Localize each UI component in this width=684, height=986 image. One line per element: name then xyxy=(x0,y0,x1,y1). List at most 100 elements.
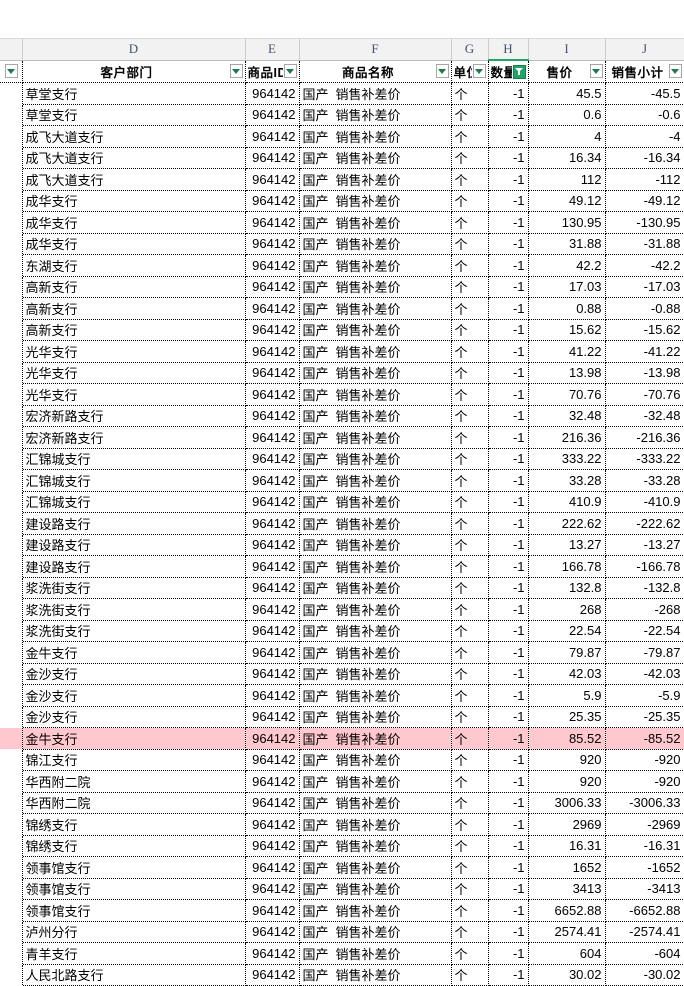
cell-subtotal[interactable]: -0.6 xyxy=(605,104,684,126)
cell-subtotal[interactable]: -17.03 xyxy=(605,276,684,298)
cell-unit[interactable]: 个 xyxy=(451,835,489,857)
cell-dept[interactable]: 人民北路支行 xyxy=(22,964,246,986)
cell-qty[interactable]: -1 xyxy=(488,577,529,599)
cell-dept[interactable]: 金沙支行 xyxy=(22,684,246,707)
cell-unit[interactable]: 个 xyxy=(451,577,489,599)
cell-dept[interactable]: 锦绣支行 xyxy=(22,835,246,857)
cell-product-id[interactable]: 964142 xyxy=(245,469,300,492)
cell-product-id[interactable]: 964142 xyxy=(245,297,300,320)
cell-unit[interactable]: 个 xyxy=(451,233,489,255)
cell-subtotal[interactable]: -13.98 xyxy=(605,362,684,384)
cell-subtotal[interactable]: -1652 xyxy=(605,856,684,879)
cell-subtotal[interactable]: -16.31 xyxy=(605,835,684,857)
table-row[interactable]: 领事馆支行 964142 国产 销售补差价个 -1 6652.88 -6652.88 xyxy=(0,899,684,922)
cell-unit[interactable]: 个 xyxy=(451,383,489,406)
table-row[interactable]: 泸州分行 964142 国产 销售补差价个 -1 2574.41 -2574.41 xyxy=(0,921,684,943)
cell-subtotal[interactable]: -25.35 xyxy=(605,706,684,728)
cell-product-name[interactable]: 国产 销售补差价 xyxy=(299,727,452,750)
cell-price[interactable]: 33.28 xyxy=(528,469,606,492)
cell-qty[interactable]: -1 xyxy=(488,190,529,212)
cell-product-id[interactable]: 964142 xyxy=(245,942,300,965)
cell-dept[interactable]: 浆洗街支行 xyxy=(22,598,246,621)
row-gutter-cell[interactable] xyxy=(0,147,23,169)
row-gutter-cell[interactable] xyxy=(0,104,23,126)
cell-product-name[interactable]: 国产 销售补差价 xyxy=(299,147,452,169)
table-row[interactable]: 领事馆支行 964142 国产 销售补差价个 -1 1652 -1652 xyxy=(0,856,684,879)
table-row[interactable]: 金沙支行 964142 国产 销售补差价个 -1 42.03 -42.03 xyxy=(0,663,684,685)
cell-product-name[interactable]: 国产 销售补差价 xyxy=(299,512,452,535)
cell-product-name[interactable]: 国产 销售补差价 xyxy=(299,577,452,599)
column-letter-h[interactable]: H xyxy=(488,38,529,61)
table-row[interactable]: 宏济新路支行 964142 国产 销售补差价个 -1 216.36 -216.36 xyxy=(0,426,684,449)
cell-subtotal[interactable]: -222.62 xyxy=(605,512,684,535)
cell-subtotal[interactable]: -32.48 xyxy=(605,405,684,427)
cell-dept[interactable]: 成华支行 xyxy=(22,233,246,255)
cell-dept[interactable]: 高新支行 xyxy=(22,319,246,341)
cell-dept[interactable]: 汇锦城支行 xyxy=(22,491,246,513)
cell-price[interactable]: 130.95 xyxy=(528,211,606,234)
cell-subtotal[interactable]: -3006.33 xyxy=(605,792,684,814)
cell-product-name[interactable]: 国产 销售补差价 xyxy=(299,190,452,212)
row-gutter-cell[interactable] xyxy=(0,125,23,148)
cell-qty[interactable]: -1 xyxy=(488,792,529,814)
cell-product-name[interactable]: 国产 销售补差价 xyxy=(299,340,452,363)
column-letter-f[interactable]: F xyxy=(299,38,452,61)
cell-unit[interactable]: 个 xyxy=(451,319,489,341)
cell-price[interactable]: 2969 xyxy=(528,813,606,836)
table-row[interactable]: 宏济新路支行 964142 国产 销售补差价个 -1 32.48 -32.48 xyxy=(0,405,684,427)
cell-qty[interactable]: -1 xyxy=(488,727,529,750)
cell-subtotal[interactable]: -33.28 xyxy=(605,469,684,492)
cell-dept[interactable]: 锦绣支行 xyxy=(22,813,246,836)
cell-product-id[interactable]: 964142 xyxy=(245,684,300,707)
cell-dept[interactable]: 领事馆支行 xyxy=(22,899,246,922)
cell-product-id[interactable]: 964142 xyxy=(245,448,300,470)
cell-qty[interactable]: -1 xyxy=(488,426,529,449)
cell-price[interactable]: 6652.88 xyxy=(528,899,606,922)
cell-product-name[interactable]: 国产 销售补差价 xyxy=(299,942,452,965)
cell-unit[interactable]: 个 xyxy=(451,663,489,685)
cell-price[interactable]: 0.6 xyxy=(528,104,606,126)
cell-unit[interactable]: 个 xyxy=(451,684,489,707)
cell-subtotal[interactable]: -112 xyxy=(605,168,684,191)
cell-unit[interactable]: 个 xyxy=(451,426,489,449)
cell-unit[interactable]: 个 xyxy=(451,104,489,126)
table-row[interactable]: 华西附二院 964142 国产 销售补差价个 -1 920 -920 xyxy=(0,770,684,793)
cell-product-id[interactable]: 964142 xyxy=(245,620,300,642)
row-gutter-cell[interactable] xyxy=(0,899,23,922)
cell-unit[interactable]: 个 xyxy=(451,168,489,191)
cell-product-name[interactable]: 国产 销售补差价 xyxy=(299,813,452,836)
cell-price[interactable]: 0.88 xyxy=(528,297,606,320)
row-gutter-cell[interactable] xyxy=(0,426,23,449)
cell-price[interactable]: 3006.33 xyxy=(528,792,606,814)
row-gutter-cell[interactable] xyxy=(0,211,23,234)
cell-product-id[interactable]: 964142 xyxy=(245,856,300,879)
cell-unit[interactable]: 个 xyxy=(451,598,489,621)
cell-product-id[interactable]: 964142 xyxy=(245,813,300,836)
cell-product-name[interactable]: 国产 销售补差价 xyxy=(299,405,452,427)
cell-price[interactable]: 49.12 xyxy=(528,190,606,212)
cell-price[interactable]: 42.03 xyxy=(528,663,606,685)
cell-product-id[interactable]: 964142 xyxy=(245,577,300,599)
cell-product-id[interactable]: 964142 xyxy=(245,125,300,148)
table-row[interactable]: 金牛支行 964142 国产 销售补差价个 -1 85.52 -85.52 xyxy=(0,727,684,750)
cell-product-name[interactable]: 国产 销售补差价 xyxy=(299,82,452,105)
cell-product-name[interactable]: 国产 销售补差价 xyxy=(299,233,452,255)
cell-qty[interactable]: -1 xyxy=(488,104,529,126)
row-gutter-cell[interactable] xyxy=(0,555,23,578)
cell-product-id[interactable]: 964142 xyxy=(245,491,300,513)
cell-dept[interactable]: 光华支行 xyxy=(22,340,246,363)
cell-qty[interactable]: -1 xyxy=(488,684,529,707)
row-gutter-cell[interactable] xyxy=(0,254,23,277)
cell-qty[interactable]: -1 xyxy=(488,706,529,728)
table-row[interactable]: 草堂支行 964142 国产 销售补差价个 -1 0.6 -0.6 xyxy=(0,104,684,126)
cell-product-id[interactable]: 964142 xyxy=(245,555,300,578)
cell-unit[interactable]: 个 xyxy=(451,856,489,879)
cell-subtotal[interactable]: -5.9 xyxy=(605,684,684,707)
cell-qty[interactable]: -1 xyxy=(488,340,529,363)
cell-subtotal[interactable]: -13.27 xyxy=(605,534,684,556)
cell-product-id[interactable]: 964142 xyxy=(245,82,300,105)
cell-qty[interactable]: -1 xyxy=(488,835,529,857)
cell-product-name[interactable]: 国产 销售补差价 xyxy=(299,297,452,320)
cell-qty[interactable]: -1 xyxy=(488,921,529,943)
table-row[interactable]: 成华支行 964142 国产 销售补差价个 -1 31.88 -31.88 xyxy=(0,233,684,255)
